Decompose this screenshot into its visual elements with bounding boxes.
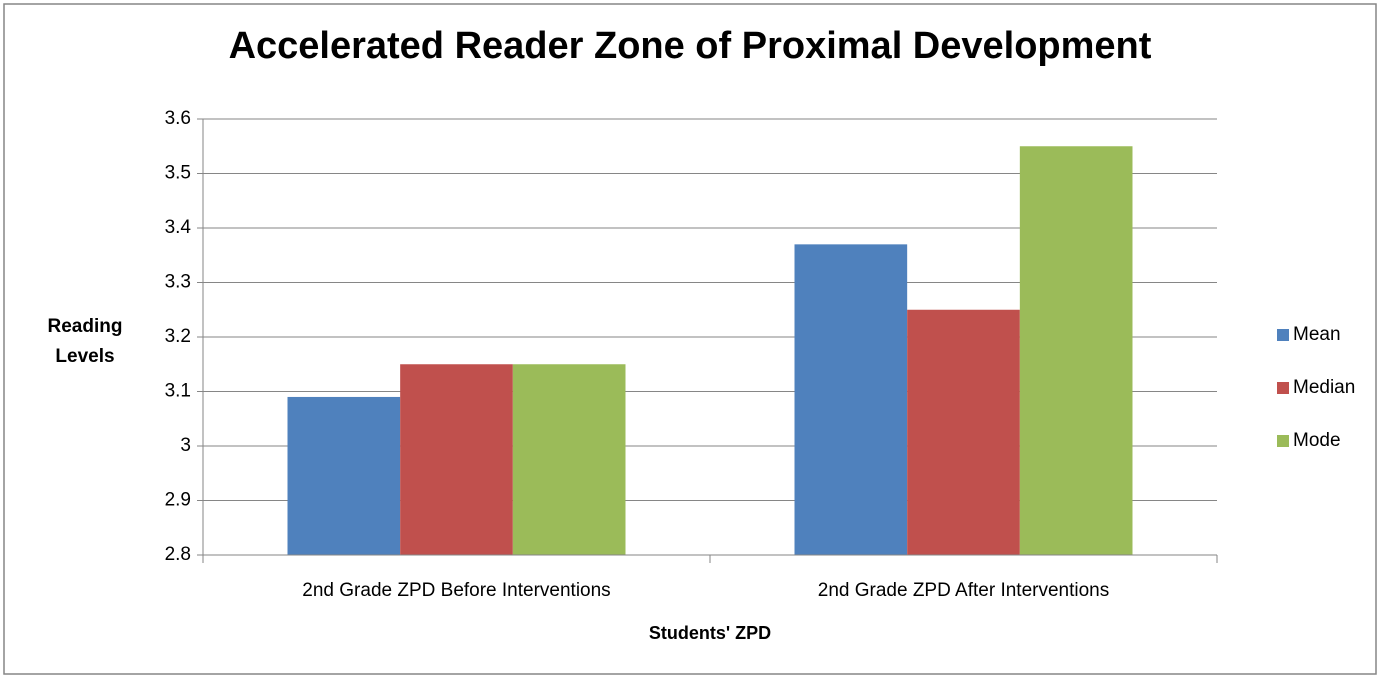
bar <box>287 396 401 555</box>
y-tick-label: 3.2 <box>165 326 191 347</box>
legend-swatch <box>1277 382 1289 394</box>
x-tick-label: 2nd Grade ZPD After Interventions <box>818 580 1110 601</box>
bar <box>794 244 908 555</box>
legend-label: Median <box>1293 377 1355 398</box>
bar <box>907 309 1020 555</box>
chart-border <box>3 3 1377 675</box>
x-axis-label: Students' ZPD <box>649 623 771 643</box>
y-tick-label: 3.1 <box>165 381 191 402</box>
bar <box>400 364 513 555</box>
y-tick-label: 3 <box>180 435 191 456</box>
y-tick-label: 3.3 <box>165 272 191 293</box>
y-axis-label: Reading Levels <box>47 316 123 367</box>
y-tick-label: 3.6 <box>165 108 191 129</box>
y-tick-label: 2.8 <box>165 544 191 565</box>
x-tick-label: 2nd Grade ZPD Before Interventions <box>302 580 610 601</box>
bar <box>1019 146 1133 555</box>
y-tick-label: 2.9 <box>165 490 191 511</box>
y-tick-label: 3.4 <box>165 217 192 238</box>
bar <box>512 364 626 555</box>
chart-title: Accelerated Reader Zone of Proximal Deve… <box>229 25 1152 67</box>
y-tick-label: 3.5 <box>165 163 191 184</box>
legend-swatch <box>1277 329 1289 341</box>
legend-label: Mode <box>1293 430 1341 451</box>
legend-label: Mean <box>1293 324 1341 345</box>
legend-swatch <box>1277 435 1289 447</box>
